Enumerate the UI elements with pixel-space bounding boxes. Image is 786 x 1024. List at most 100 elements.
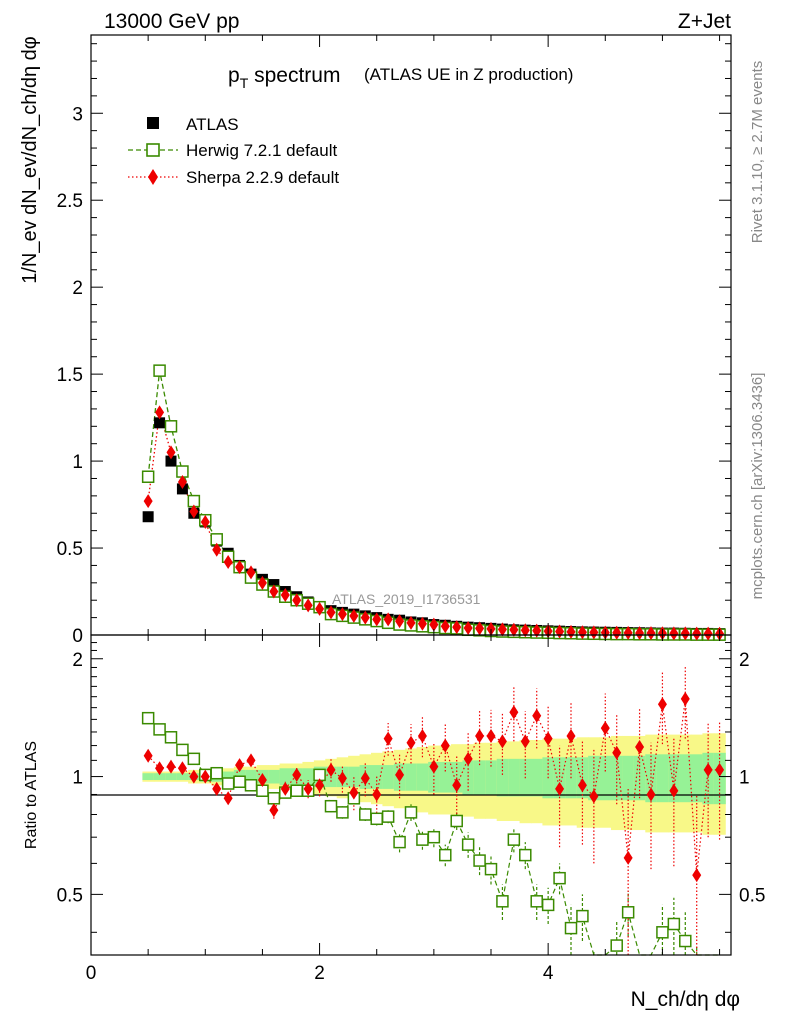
ratio-inner-band	[428, 761, 441, 793]
legend-atlas-label: ATLAS	[186, 115, 239, 134]
main-y-ticks: 0 0.5 1 1.5 2 2.5 3	[57, 43, 731, 647]
ratio-y-tick-label-right: 0.5	[739, 885, 765, 906]
ratio-y-tick-label: 0.5	[57, 885, 83, 906]
sherpa-point	[520, 623, 530, 638]
ratio-sherpa-point	[669, 783, 679, 798]
ratio-herwig-point	[141, 711, 155, 725]
ratio-herwig-point	[461, 838, 475, 851]
sherpa-point	[337, 607, 347, 622]
sherpa-point	[372, 612, 382, 627]
sherpa-point	[497, 622, 507, 637]
title-rest: spectrum	[248, 64, 340, 87]
atlas-point	[165, 455, 177, 467]
ratio-herwig-point	[290, 784, 303, 797]
sherpa-point	[257, 575, 267, 590]
sherpa-point	[269, 584, 279, 599]
ratio-herwig-point	[359, 808, 372, 821]
ratio-herwig-point	[393, 835, 406, 849]
ratio-sherpa-point	[475, 728, 485, 743]
ratio-herwig-point	[473, 854, 486, 867]
ratio-inner-band	[633, 755, 646, 801]
ratio-panel: 0.5 0.5 1 1 2 2 0 2 4 Ratio to ATLAS N_ch/dη dφ	[23, 634, 765, 1011]
atlas-point	[154, 417, 166, 429]
ratio-sherpa-point	[623, 850, 633, 865]
ratio-herwig-point	[541, 898, 555, 912]
ratio-sherpa-point	[280, 781, 290, 796]
ratio-y-axis-label: Ratio to ATLAS	[23, 741, 40, 849]
ratio-herwig-point	[553, 871, 566, 885]
ratio-inner-band	[473, 760, 486, 795]
ratio-sherpa-point	[486, 728, 496, 743]
ratio-sherpa-point	[497, 734, 507, 749]
main-y-axis-label: 1/N_ev dN_ev/dN_ch/dη dφ	[19, 36, 41, 284]
ratio-inner-band	[691, 754, 703, 803]
ratio-inner-band	[165, 773, 178, 780]
ratio-inner-band	[508, 758, 521, 797]
ratio-sherpa-point	[337, 771, 347, 786]
ratio-sherpa-point	[555, 781, 565, 796]
sherpa-point	[383, 612, 393, 627]
ratio-sherpa-point	[235, 758, 245, 773]
ratio-sherpa-point	[315, 778, 325, 793]
herwig-point	[141, 470, 155, 483]
ratio-sherpa-point	[166, 759, 176, 774]
ratio-herwig-point	[564, 921, 578, 935]
sherpa-point	[406, 615, 416, 630]
ratio-sherpa-point	[509, 705, 519, 720]
ratio-herwig-point	[576, 909, 589, 923]
ratio-inner-band	[439, 761, 452, 793]
ratio-inner-band	[153, 773, 166, 780]
legend-sherpa-marker	[148, 169, 158, 185]
ratio-x-ticks: 0 2 4	[86, 635, 721, 984]
ratio-sherpa-point	[200, 769, 210, 784]
ratio-herwig-point	[221, 777, 235, 790]
main-y-tick-label: 0	[72, 626, 83, 647]
ratio-herwig-point	[244, 779, 258, 792]
ratio-inner-band	[713, 752, 726, 805]
ratio-sherpa-point	[189, 769, 199, 784]
ratio-inner-band	[611, 755, 623, 801]
sherpa-point	[155, 405, 165, 420]
title-p: p	[228, 64, 240, 87]
ratio-sherpa-point	[703, 762, 713, 777]
ratio-sherpa-point	[246, 753, 256, 768]
sherpa-point	[395, 614, 405, 629]
sherpa-point	[475, 621, 485, 636]
sherpa-point	[417, 616, 427, 631]
ratio-herwig-point	[187, 752, 201, 766]
ratio-inner-band	[222, 771, 235, 782]
ratio-inner-band	[645, 754, 658, 803]
sherpa-point	[189, 504, 199, 519]
ratio-sherpa-point	[532, 708, 542, 723]
ratio-sherpa-point	[326, 762, 336, 777]
sherpa-point	[532, 623, 542, 638]
ratio-sherpa-point	[520, 734, 530, 749]
sherpa-point	[360, 610, 370, 625]
ratio-herwig-point	[496, 895, 509, 908]
ratio-sherpa-point	[212, 781, 222, 796]
legend-herwig-label: Herwig 7.2.1 default	[186, 141, 337, 160]
sherpa-point	[680, 626, 690, 641]
ratio-herwig-point	[210, 766, 223, 780]
main-panel: 0 0.5 1 1.5 2 2.5 3 pT spectrum (ATLAS UE in Z…	[19, 34, 732, 647]
ratio-inner-band	[176, 773, 189, 780]
ratio-herwig-point	[621, 906, 635, 919]
legend-sherpa-label: Sherpa 2.2.9 default	[186, 168, 339, 187]
sherpa-point	[486, 621, 496, 636]
sherpa-point	[463, 621, 473, 636]
x-tick-label: 4	[543, 963, 554, 984]
ratio-inner-band	[656, 754, 669, 803]
ratio-sherpa-point	[452, 778, 462, 793]
sherpa-point	[646, 626, 656, 641]
ratio-inner-band	[679, 754, 692, 803]
sherpa-point	[669, 626, 679, 641]
main-x-ticks	[90, 35, 721, 635]
sherpa-point	[166, 445, 176, 460]
chart-subtitle: (ATLAS UE in Z production)	[364, 65, 573, 84]
sherpa-point	[143, 494, 153, 509]
ratio-herwig-point	[336, 806, 349, 819]
ratio-herwig-point	[507, 833, 521, 846]
ratio-sherpa-point	[143, 748, 153, 763]
ratio-sherpa-point	[577, 778, 587, 793]
